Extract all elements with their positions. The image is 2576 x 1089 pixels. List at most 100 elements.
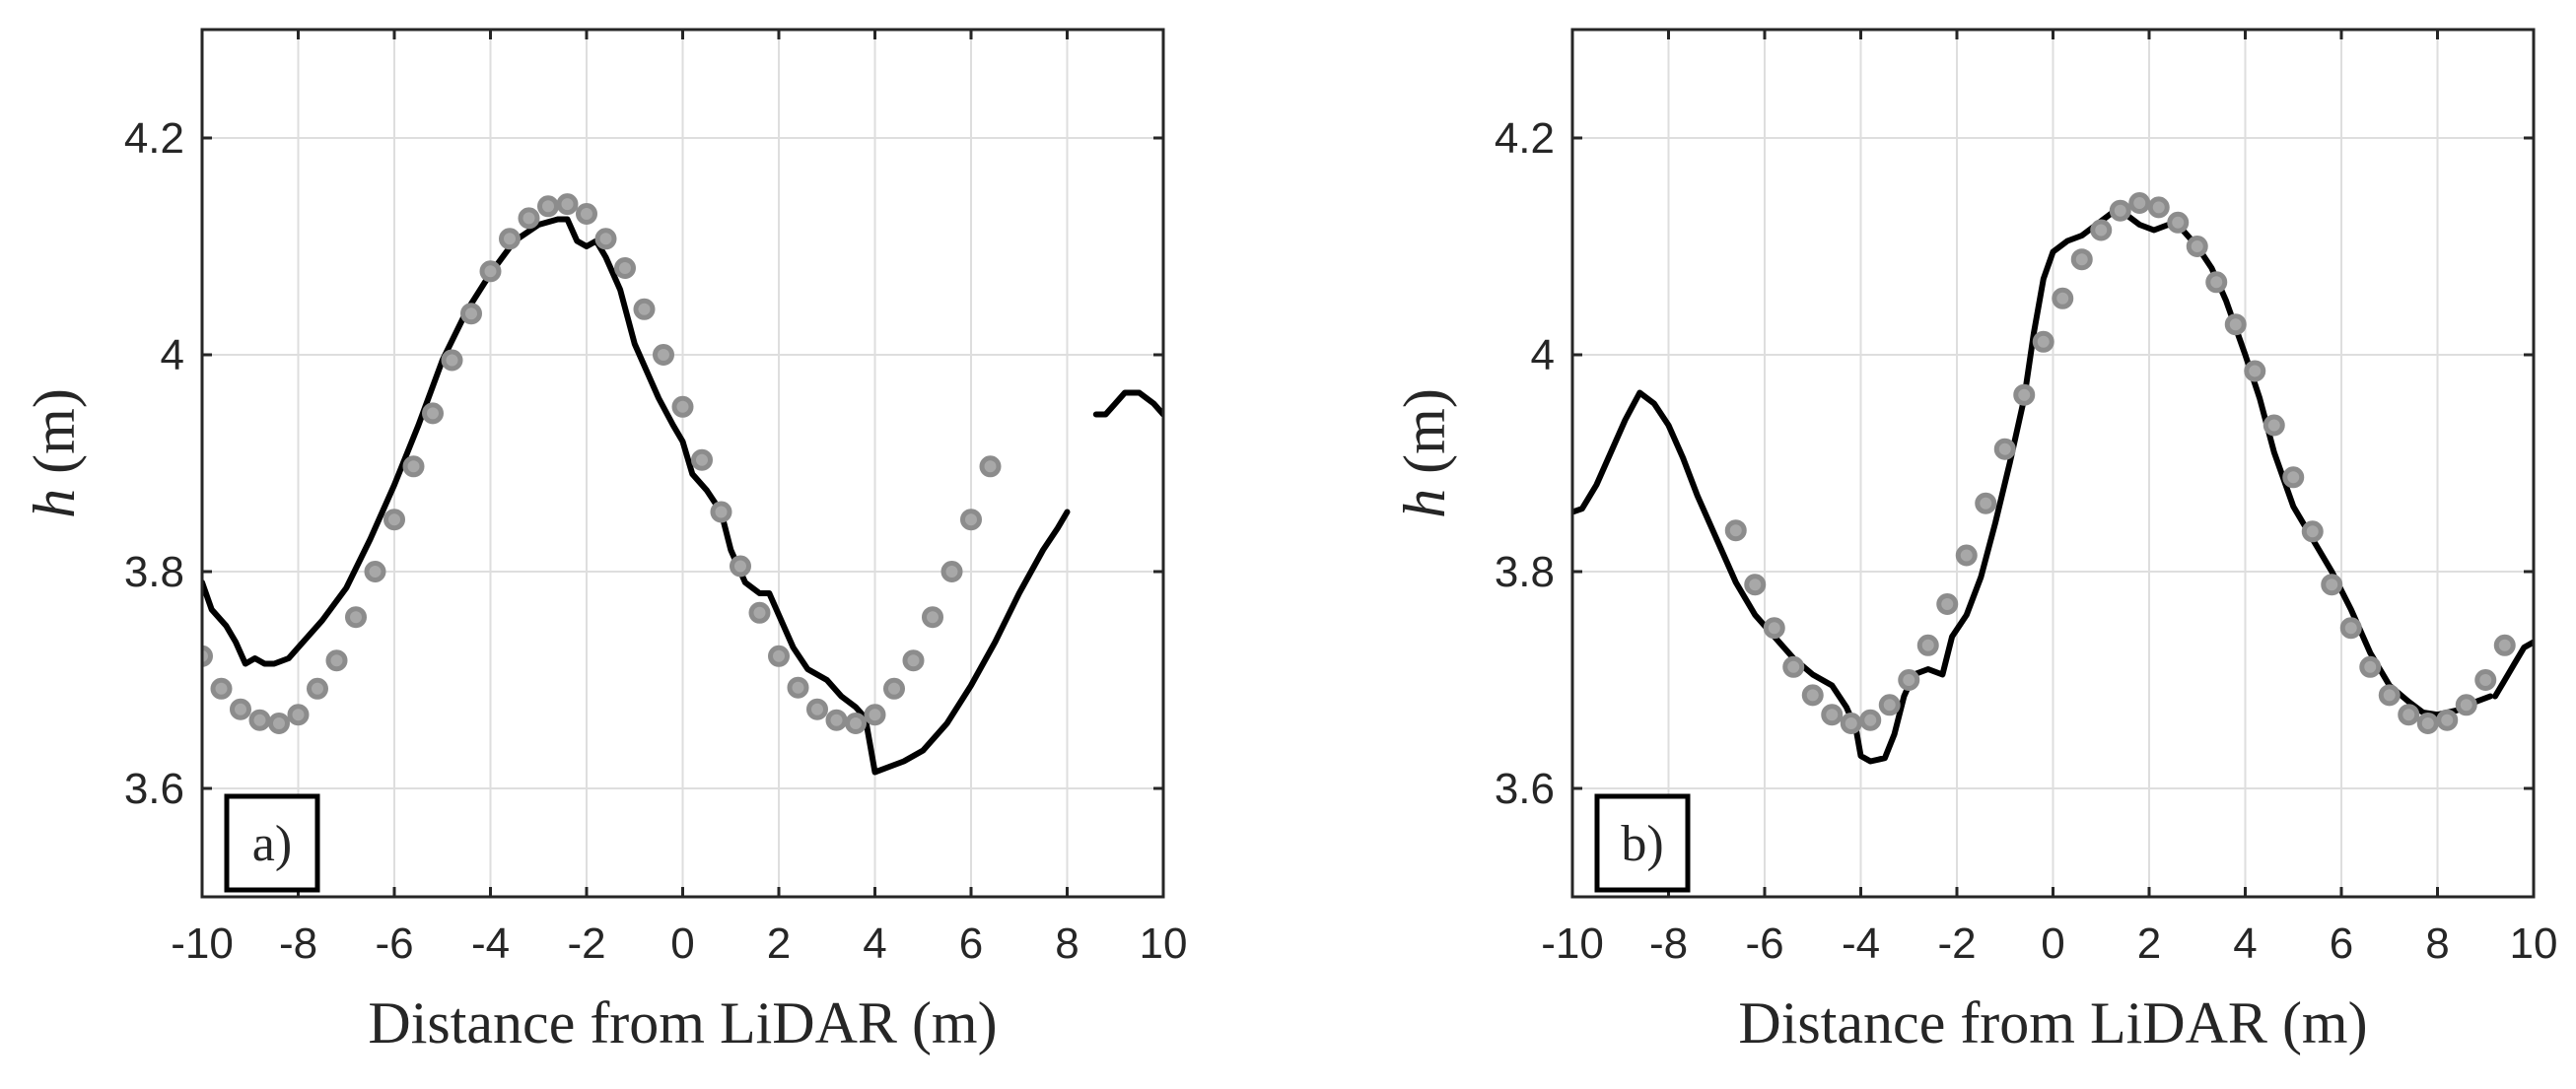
model-point — [2013, 383, 2036, 406]
model-point — [1744, 574, 1767, 596]
model-point — [2205, 271, 2228, 294]
model-point — [940, 561, 963, 582]
model-point — [787, 676, 809, 699]
model-point — [671, 395, 694, 418]
model-point — [556, 193, 579, 216]
model-point — [2263, 414, 2285, 437]
x-tick-label: 2 — [767, 919, 791, 968]
y-tick-label: 3.8 — [124, 548, 184, 596]
model-point — [2147, 196, 2170, 219]
model-point — [2493, 634, 2516, 656]
x-tick-label: -2 — [1937, 919, 1976, 968]
x-axis-label: Distance from LiDAR (m) — [1738, 990, 2367, 1055]
model-point — [518, 207, 540, 230]
x-tick-label: 10 — [2510, 919, 2558, 968]
model-point — [1878, 694, 1901, 716]
model-point — [307, 677, 328, 700]
panel-a: -10 -8 -6 -4 -2 0 2 4 6 8 10 3.6 3.8 4 4.2 Distance fro… — [22, 28, 1187, 1055]
model-point — [2282, 466, 2305, 489]
model-point — [210, 677, 233, 700]
x-tick-label: -4 — [1842, 919, 1880, 968]
model-point — [2436, 709, 2459, 731]
model-point — [2321, 574, 2343, 596]
model-point — [537, 195, 559, 218]
y-tick-label: 3.6 — [124, 765, 184, 813]
model-point — [633, 298, 656, 320]
model-point — [230, 698, 251, 720]
model-point — [2109, 199, 2131, 222]
x-tick-label: 6 — [959, 919, 983, 968]
model-point — [922, 606, 943, 629]
panel-b: -10 -8 -6 -4 -2 0 2 4 6 8 10 3.6 3.8 4 4.2 Distance fro… — [1392, 28, 2558, 1055]
x-tick-label: 8 — [2425, 919, 2449, 968]
model-point — [1916, 634, 1939, 656]
model-point — [1898, 669, 1920, 691]
y-tick-label: 4 — [161, 331, 184, 379]
model-point — [730, 555, 751, 578]
model-point — [287, 704, 310, 726]
model-point — [248, 709, 271, 731]
model-point — [2167, 211, 2190, 234]
model-point — [883, 677, 905, 700]
model-point — [979, 455, 1002, 478]
model-point — [2359, 655, 2382, 678]
model-point — [1782, 655, 1805, 678]
model-point — [710, 501, 732, 523]
y-tick-label: 4.2 — [124, 114, 184, 163]
model-point — [441, 349, 463, 372]
model-point — [2455, 694, 2477, 716]
model-point — [1821, 704, 1844, 726]
model-point — [845, 713, 867, 734]
model-point — [2474, 669, 2497, 691]
model-point — [2186, 236, 2208, 257]
model-point — [1955, 544, 1978, 567]
x-tick-label: -4 — [471, 919, 510, 968]
model-point — [2070, 248, 2093, 271]
model-point — [479, 260, 502, 283]
x-tick-label: 6 — [2330, 919, 2353, 968]
x-tick-label: -10 — [1541, 919, 1604, 968]
x-tick-label: 2 — [2137, 919, 2161, 968]
model-point — [1840, 713, 1862, 734]
model-point — [2032, 330, 2054, 353]
model-point — [422, 402, 444, 425]
model-point — [864, 704, 886, 726]
model-point — [1801, 684, 1824, 707]
model-point — [499, 228, 521, 250]
y-tick-label: 3.8 — [1495, 548, 1555, 596]
y-tick-label: 3.6 — [1495, 765, 1555, 813]
x-tick-label: -8 — [1649, 919, 1688, 968]
model-point — [960, 509, 982, 531]
model-point — [325, 649, 348, 672]
x-tick-label: 4 — [863, 919, 886, 968]
model-point — [1975, 492, 1997, 514]
x-tick-label: 4 — [2233, 919, 2257, 968]
model-point — [748, 601, 771, 624]
model-point — [202, 645, 213, 667]
lidar-line-segment — [1092, 389, 1163, 418]
model-point — [691, 448, 713, 471]
model-point — [1936, 593, 1959, 615]
lidar-line-segment — [202, 216, 1071, 776]
model-point — [653, 344, 674, 366]
model-point — [2339, 617, 2362, 640]
model-point — [2416, 713, 2439, 734]
lidar-line-segment — [2492, 639, 2534, 700]
panel-label-box — [224, 793, 320, 893]
model-point — [902, 649, 925, 672]
x-tick-label: -6 — [1745, 919, 1783, 968]
model-point — [2090, 219, 2113, 241]
model-point — [1859, 709, 1882, 731]
model-point — [1724, 519, 1747, 542]
model-point — [806, 698, 828, 720]
x-tick-label: -6 — [375, 919, 413, 968]
x-tick-label: 0 — [2041, 919, 2064, 968]
panel-label-box — [1594, 793, 1691, 893]
model-point — [614, 257, 636, 279]
y-axis-label: h (m) — [22, 388, 87, 518]
x-tick-label: 0 — [670, 919, 694, 968]
y-tick-label: 4 — [1531, 331, 1555, 379]
x-axis-label: Distance from LiDAR (m) — [368, 990, 997, 1055]
model-point — [768, 645, 790, 667]
